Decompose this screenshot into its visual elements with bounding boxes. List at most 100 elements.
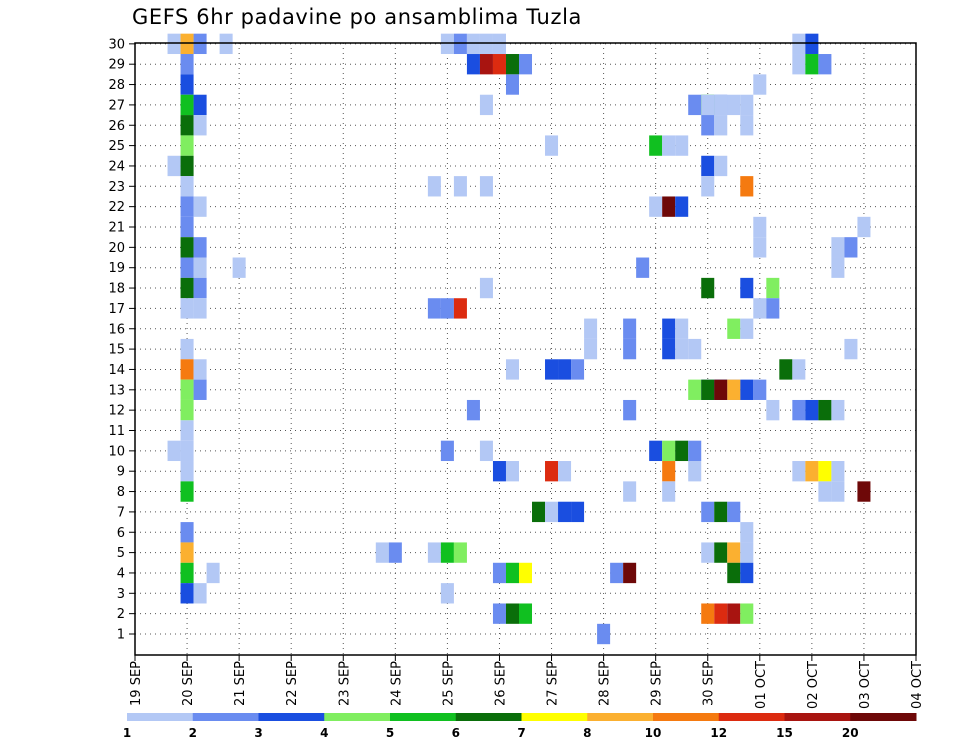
legend-swatch bbox=[192, 713, 259, 721]
x-tick-label: 25 SEP bbox=[441, 661, 456, 706]
heatmap-cell bbox=[206, 562, 220, 584]
heatmap-cell bbox=[753, 237, 767, 258]
y-tick-label: 6 bbox=[117, 526, 125, 541]
heatmap-cell bbox=[193, 115, 207, 136]
y-tick-label: 11 bbox=[108, 424, 125, 439]
heatmap-cell bbox=[623, 338, 637, 360]
legend-swatch bbox=[324, 713, 391, 721]
heatmap-cell bbox=[623, 481, 637, 502]
heatmap-cell bbox=[492, 54, 506, 75]
heatmap-cell bbox=[440, 542, 454, 563]
heatmap-cell bbox=[440, 440, 454, 462]
heatmap-cell bbox=[792, 359, 806, 380]
heatmap-cell bbox=[818, 399, 832, 421]
heatmap-cell bbox=[571, 359, 585, 380]
y-tick-label: 16 bbox=[108, 322, 125, 337]
y-tick-label: 13 bbox=[108, 383, 125, 398]
heatmap-cell bbox=[479, 440, 493, 462]
heatmap-cell bbox=[701, 94, 715, 116]
heatmap-cell bbox=[727, 501, 741, 523]
heatmap-cell bbox=[714, 94, 728, 116]
heatmap-cell bbox=[180, 420, 194, 441]
heatmap-cell bbox=[180, 155, 194, 177]
heatmap-cell bbox=[714, 542, 728, 563]
heatmap-cell bbox=[779, 359, 793, 380]
x-tick-label: 21 SEP bbox=[233, 661, 248, 706]
heatmap-cell bbox=[857, 481, 871, 502]
y-tick-label: 2 bbox=[117, 607, 125, 622]
heatmap-cell bbox=[740, 562, 754, 584]
heatmap-cell bbox=[427, 542, 441, 563]
y-tick-label: 4 bbox=[117, 566, 125, 581]
heatmap-cell bbox=[740, 176, 754, 197]
x-tick-label: 27 SEP bbox=[546, 661, 561, 706]
heatmap-cell bbox=[232, 257, 246, 278]
heatmap-cell bbox=[492, 603, 506, 624]
y-tick-label: 21 bbox=[108, 221, 125, 236]
heatmap-cell bbox=[518, 54, 533, 75]
heatmap-cell bbox=[518, 562, 533, 584]
heatmap-cell bbox=[818, 461, 832, 482]
heatmap-cell bbox=[505, 562, 519, 584]
heatmap-cell bbox=[701, 277, 715, 299]
heatmap-cell bbox=[805, 54, 819, 75]
heatmap-cell bbox=[714, 379, 728, 400]
heatmap-cell bbox=[518, 603, 533, 624]
heatmap-cell bbox=[740, 379, 754, 400]
x-tick-label: 30 SEP bbox=[702, 661, 717, 706]
heatmap-cell bbox=[753, 379, 767, 400]
heatmap-cell bbox=[479, 176, 493, 197]
y-tick-label: 14 bbox=[108, 363, 125, 378]
y-tick-label: 28 bbox=[108, 78, 125, 93]
heatmap-cell bbox=[558, 359, 572, 380]
y-tick-label: 9 bbox=[117, 465, 125, 480]
legend-label: 2 bbox=[189, 726, 197, 740]
x-tick-label: 24 SEP bbox=[389, 661, 404, 706]
y-tick-label: 27 bbox=[108, 98, 125, 113]
heatmap-cell bbox=[805, 461, 819, 482]
heatmap-cell bbox=[675, 318, 689, 339]
heatmap-cell bbox=[714, 155, 728, 177]
heatmap-cell bbox=[167, 155, 181, 177]
y-tick-label: 19 bbox=[108, 261, 125, 276]
heatmap-cell bbox=[375, 542, 389, 563]
heatmap-cell bbox=[740, 277, 754, 299]
heatmap-cell bbox=[545, 501, 559, 523]
heatmap-cell bbox=[558, 461, 572, 482]
y-tick-label: 12 bbox=[108, 404, 125, 419]
heatmap-cell bbox=[662, 338, 676, 360]
heatmap-cell bbox=[805, 33, 819, 55]
y-tick-label: 10 bbox=[108, 444, 125, 459]
heatmap-cell bbox=[388, 542, 402, 563]
heatmap-cell bbox=[675, 440, 689, 462]
heatmap-cell bbox=[740, 94, 754, 116]
legend-label: 4 bbox=[320, 726, 328, 740]
legend-swatch bbox=[653, 713, 720, 721]
heatmap-cell bbox=[792, 399, 806, 421]
heatmap-cell bbox=[492, 562, 506, 584]
x-tick-label: 26 SEP bbox=[493, 661, 508, 706]
heatmap-cell bbox=[688, 379, 702, 400]
legend-swatch bbox=[521, 713, 588, 721]
heatmap-cell bbox=[479, 33, 493, 55]
heatmap-cell bbox=[505, 54, 519, 75]
heatmap-cell bbox=[193, 298, 207, 319]
heatmap-cell bbox=[792, 33, 806, 55]
legend-swatch bbox=[455, 713, 522, 721]
y-tick-label: 30 bbox=[108, 37, 125, 52]
heatmap-cell bbox=[180, 33, 194, 55]
y-tick-label: 26 bbox=[108, 119, 125, 134]
legend-label: 10 bbox=[645, 726, 662, 740]
y-tick-label: 23 bbox=[108, 180, 125, 195]
heatmap-cell bbox=[180, 562, 194, 584]
x-tick-label: 20 SEP bbox=[181, 661, 196, 706]
x-tick-label: 02 OCT bbox=[806, 661, 821, 709]
heatmap-cell bbox=[688, 338, 702, 360]
heatmap-cell bbox=[649, 135, 663, 156]
heatmap-cell bbox=[167, 440, 181, 462]
heatmap-cell bbox=[180, 74, 194, 95]
heatmap-cell bbox=[610, 562, 624, 584]
heatmap-cell bbox=[492, 461, 506, 482]
heatmap-cell bbox=[193, 257, 207, 278]
